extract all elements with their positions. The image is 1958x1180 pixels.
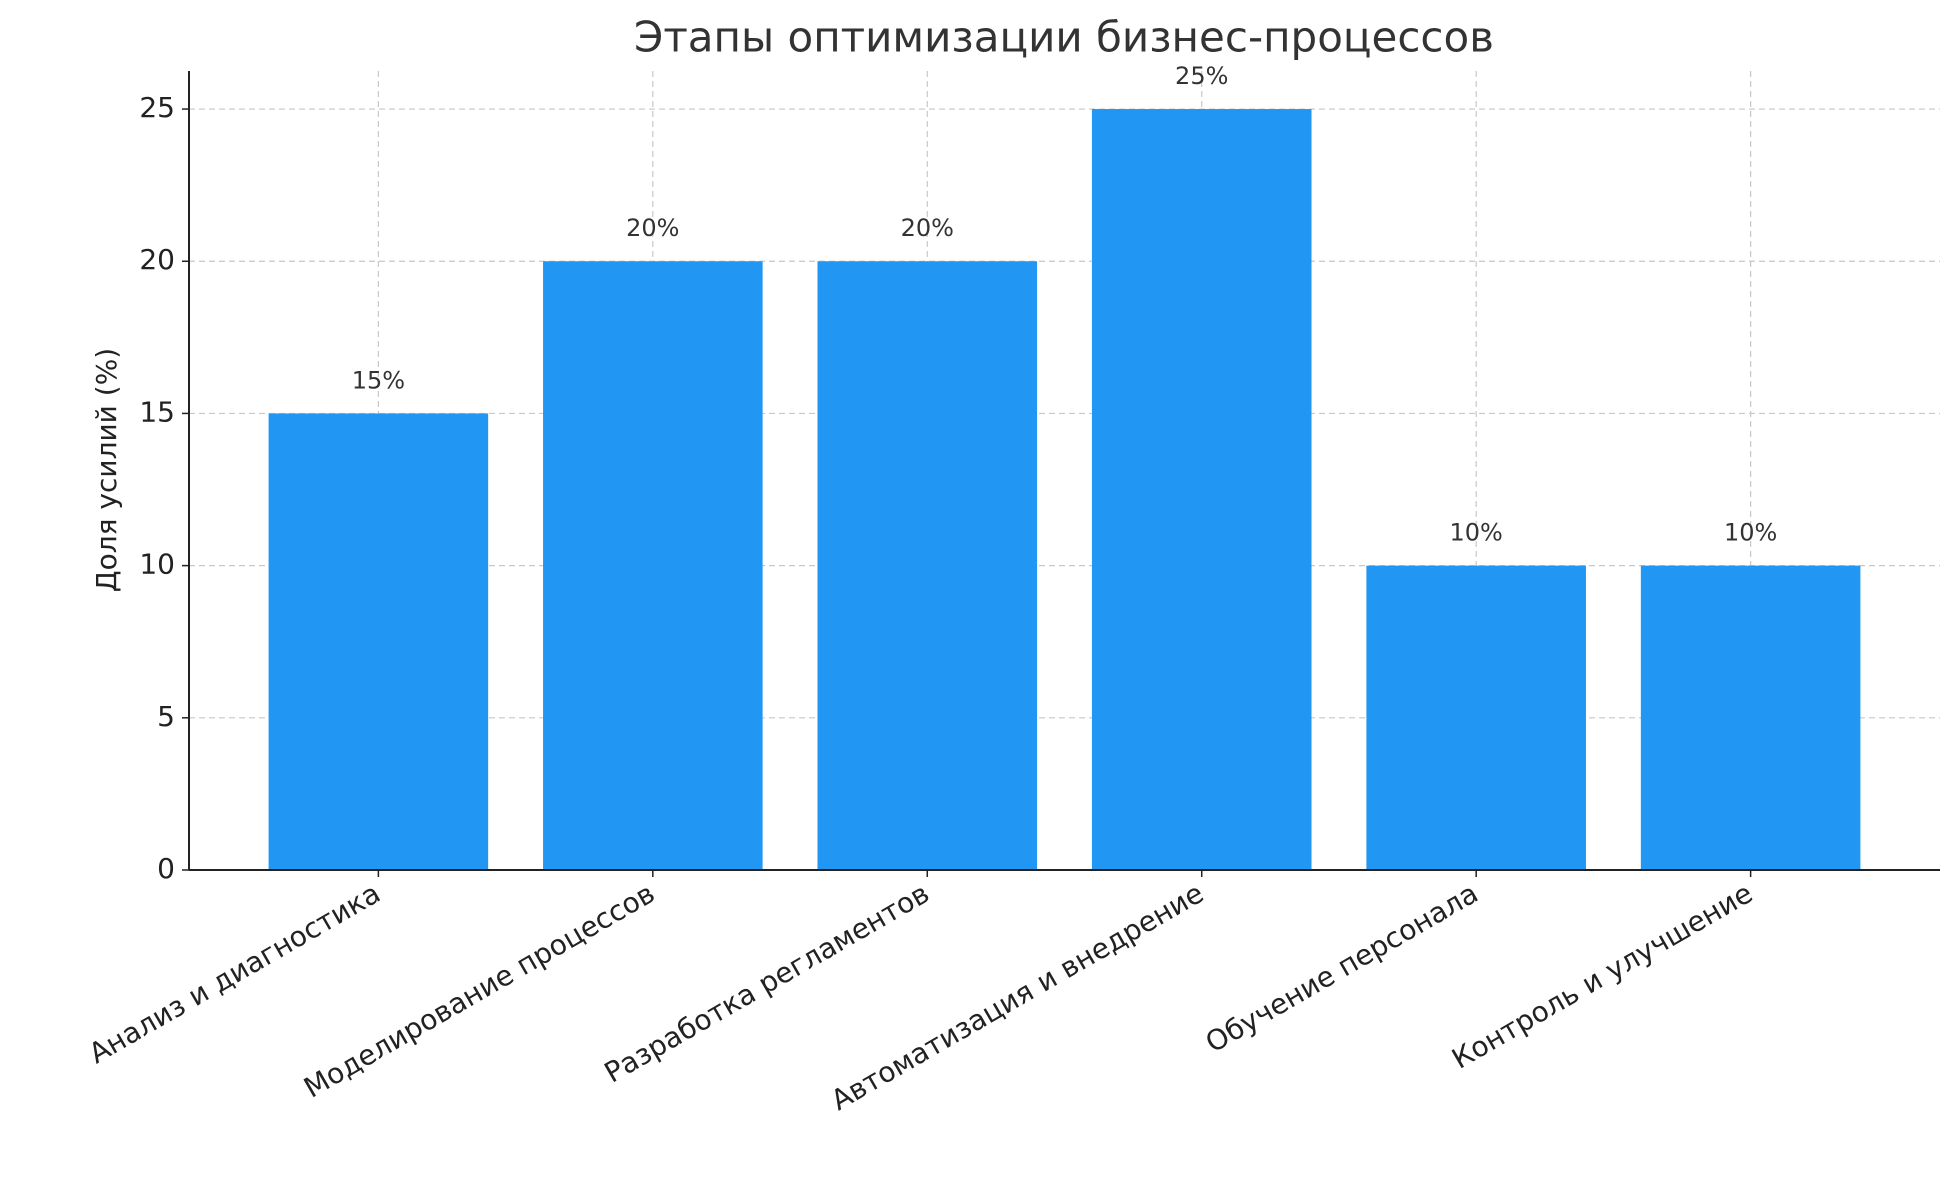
bar xyxy=(1640,565,1861,870)
bar xyxy=(543,261,763,870)
y-tick-label: 20 xyxy=(139,243,175,276)
value-label: 15% xyxy=(352,366,405,394)
y-tick-label: 10 xyxy=(139,548,175,581)
y-tick-label: 15 xyxy=(139,395,175,428)
value-label: 20% xyxy=(626,214,679,242)
bar xyxy=(1091,109,1312,871)
value-label: 10% xyxy=(1724,519,1777,547)
y-tick-label: 5 xyxy=(157,700,175,733)
bar xyxy=(817,261,1038,870)
y-tick-label: 25 xyxy=(139,91,175,124)
y-tick-label: 0 xyxy=(157,852,175,885)
value-label: 25% xyxy=(1175,62,1228,90)
bar xyxy=(1366,565,1586,870)
y-axis-label: Доля усилий (%) xyxy=(90,348,123,592)
value-label: 20% xyxy=(901,214,954,242)
value-label: 10% xyxy=(1450,519,1503,547)
chart-title: Этапы оптимизации бизнес-процессов xyxy=(634,13,1494,62)
bar xyxy=(268,413,489,870)
